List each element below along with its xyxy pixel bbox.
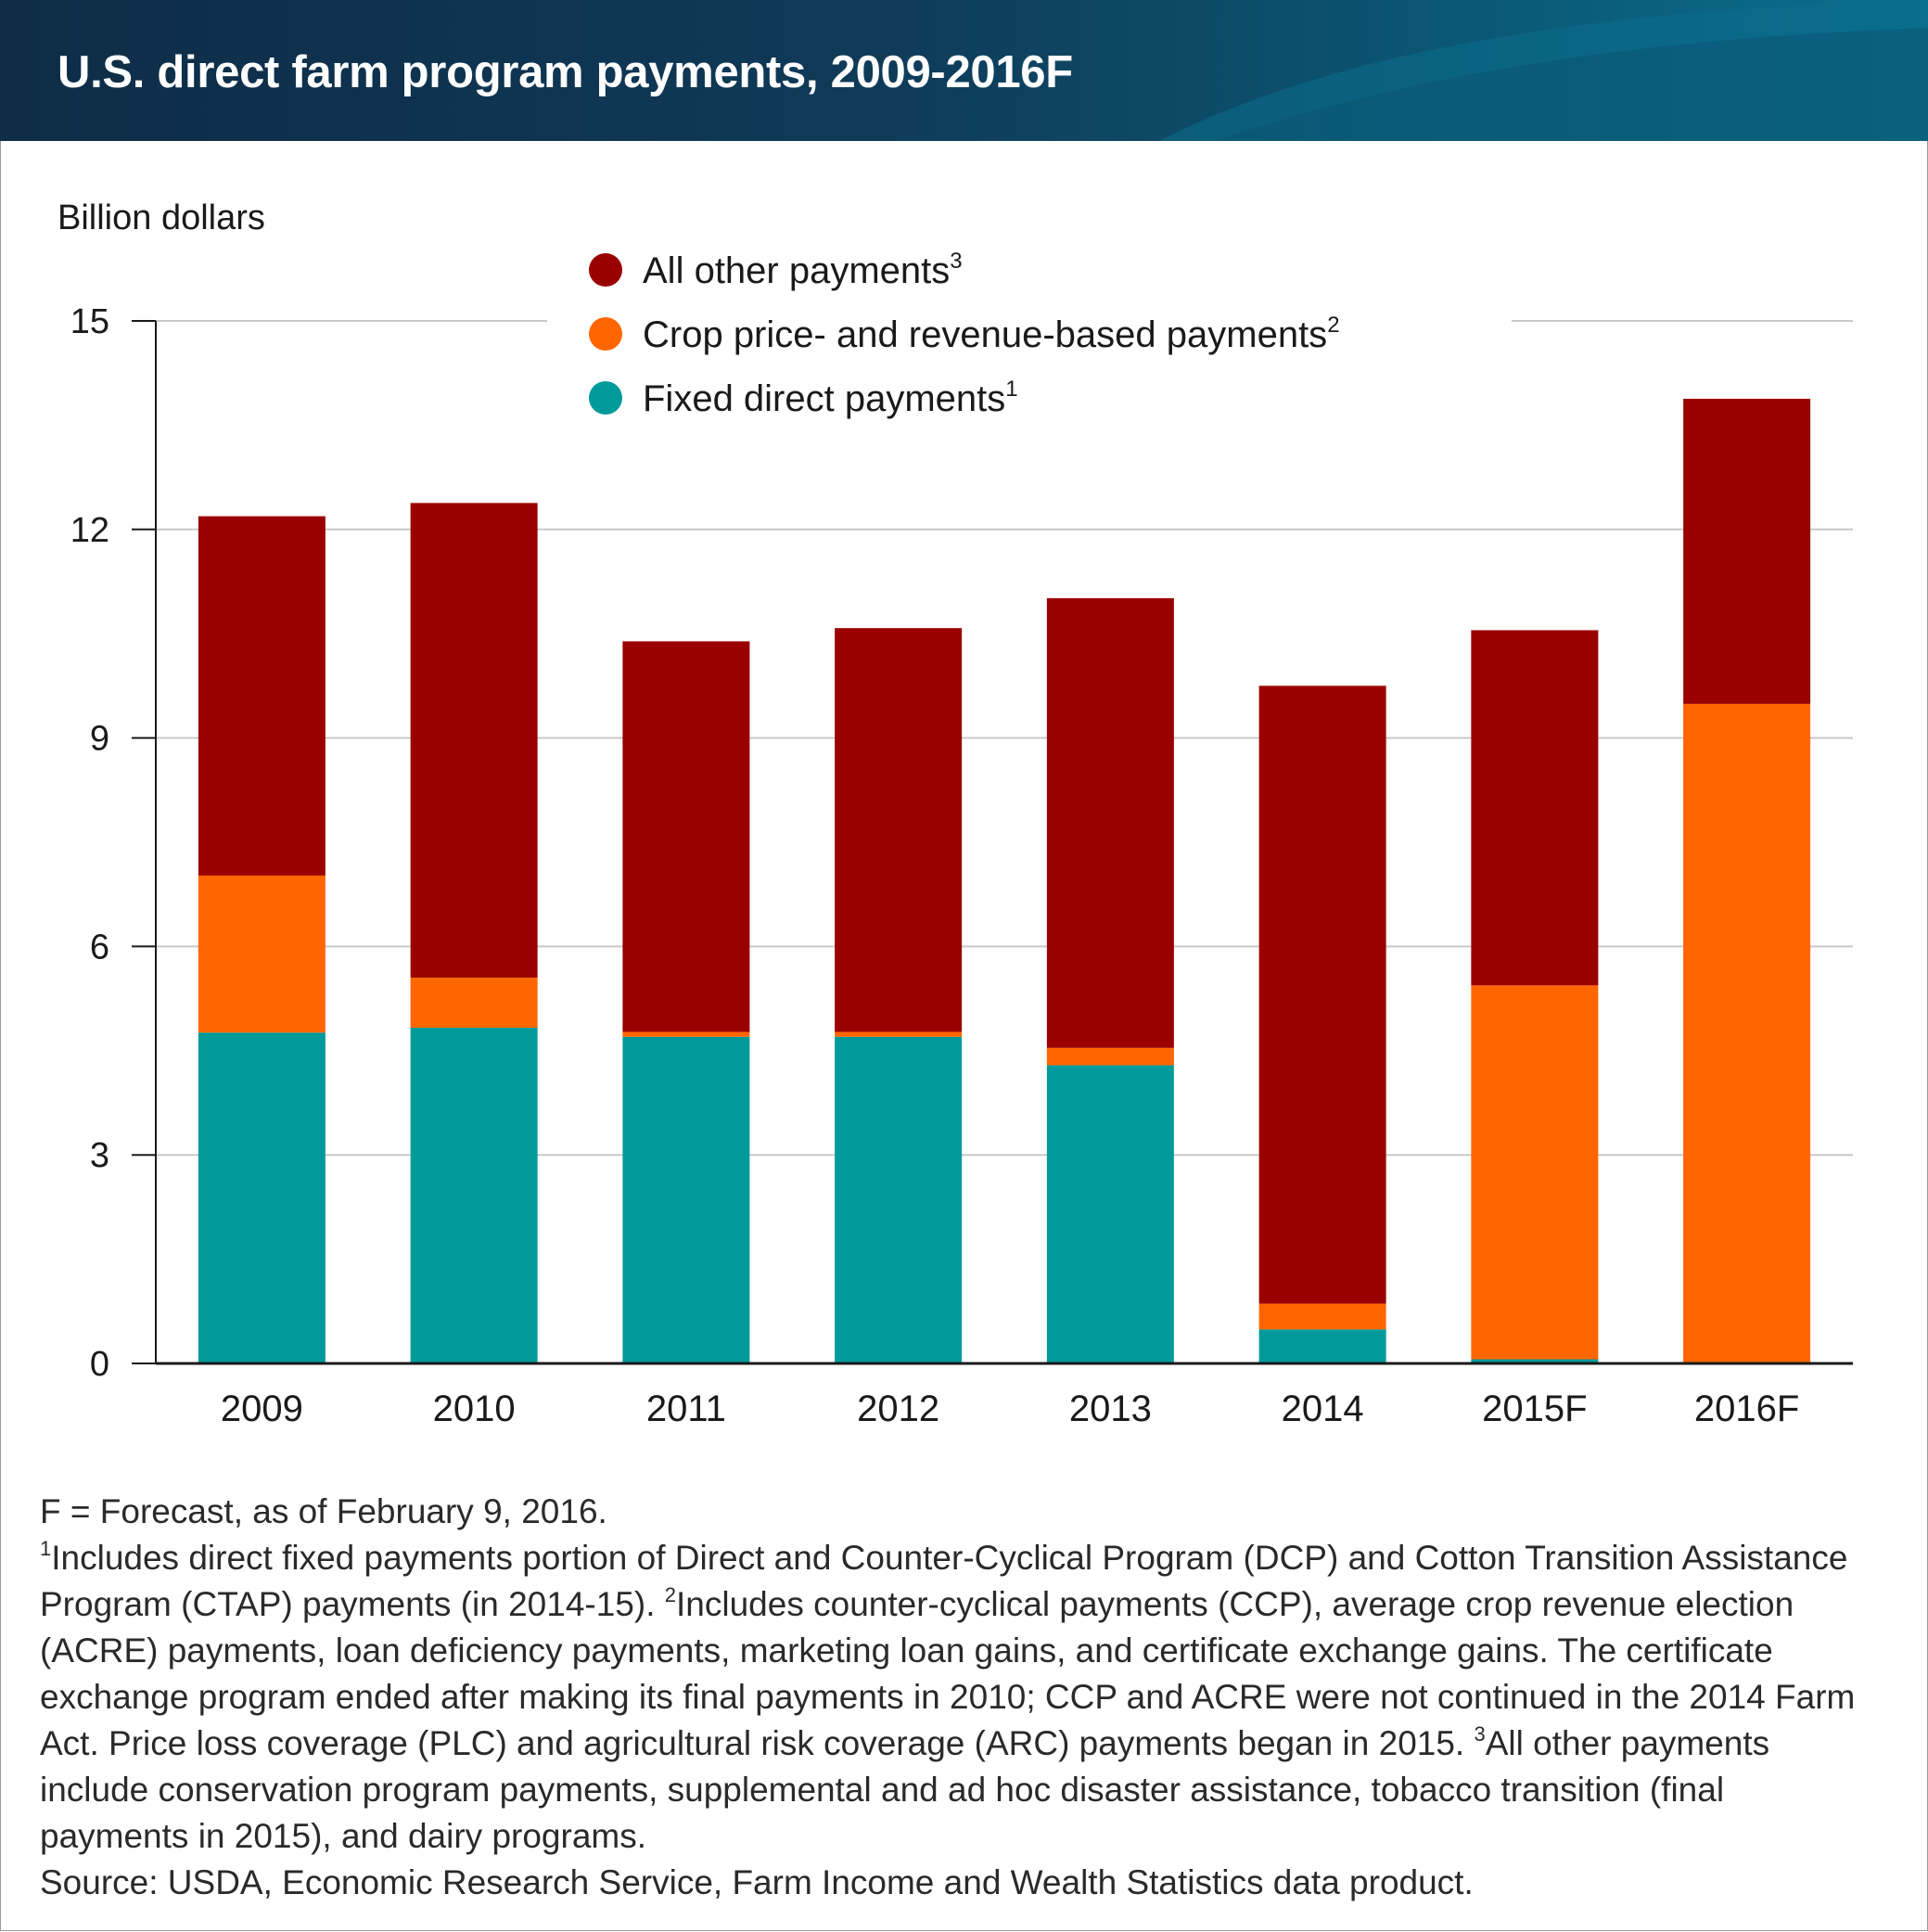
footnote-2: Includes counter-cyclical payments (CCP)… <box>40 1585 1856 1762</box>
y-axis-title: Billion dollars <box>57 198 265 237</box>
x-tick-label: 2011 <box>646 1388 726 1429</box>
forecast-note: F = Forecast, as of February 9, 2016. <box>40 1492 607 1530</box>
chart-header: U.S. direct farm program payments, 2009-… <box>0 0 1928 141</box>
x-tick-label: 2016F <box>1694 1388 1799 1429</box>
footnote-text: 1Includes direct fixed payments portion … <box>40 1535 1876 1860</box>
y-tick-label: 15 <box>70 302 109 341</box>
bar-segment-other-2010 <box>410 503 538 979</box>
legend-label-crop: Crop price- and revenue-based payments2 <box>643 313 1340 355</box>
bar-segment-fixed-2015F <box>1471 1359 1599 1363</box>
x-tick-label: 2015F <box>1482 1388 1587 1429</box>
footnote-1: Includes direct fixed payments portion o… <box>40 1539 1848 1623</box>
y-tick-label: 3 <box>90 1136 109 1175</box>
footnote-marker-2: 2 <box>664 1583 677 1606</box>
bar-segment-crop-2016F <box>1683 703 1811 1363</box>
x-tick-label: 2010 <box>433 1388 516 1429</box>
chart-plot: All other payments3 Crop price- and reven… <box>57 198 1853 1429</box>
legend-swatch-crop <box>589 317 622 351</box>
bar-segment-crop-2010 <box>410 978 538 1029</box>
x-tick-label: 2012 <box>857 1388 939 1429</box>
bars <box>198 398 1811 1363</box>
bar-segment-other-2013 <box>1046 597 1174 1048</box>
legend-label-fixed: Fixed direct payments1 <box>643 377 1018 419</box>
bar-segment-other-2011 <box>622 641 750 1032</box>
bar-segment-crop-2014 <box>1258 1303 1386 1330</box>
footnote-marker-3: 3 <box>1474 1722 1486 1746</box>
bar-segment-fixed-2014 <box>1258 1329 1386 1363</box>
bar-segment-other-2014 <box>1258 685 1386 1304</box>
legend-footnote-marker: 3 <box>950 249 962 274</box>
legend-swatch-other <box>589 253 622 287</box>
bar-segment-fixed-2012 <box>835 1036 963 1363</box>
bar-segment-fixed-2010 <box>410 1028 538 1363</box>
chart-title: U.S. direct farm program payments, 2009-… <box>57 47 1073 97</box>
x-tick-label: 2013 <box>1069 1388 1152 1429</box>
y-tick-label: 12 <box>70 511 109 550</box>
y-tick-label: 6 <box>90 928 109 966</box>
gridlines <box>156 320 1853 1157</box>
y-tick-label: 9 <box>90 720 109 759</box>
bar-segment-crop-2009 <box>198 875 326 1033</box>
bar-segment-other-2012 <box>835 628 963 1032</box>
legend-swatch-fixed <box>589 381 622 415</box>
source-note: Source: USDA, Economic Research Service,… <box>40 1863 1474 1901</box>
bar-segment-crop-2012 <box>835 1031 963 1037</box>
bar-segment-crop-2015F <box>1471 985 1599 1360</box>
legend-footnote-marker: 1 <box>1005 377 1017 402</box>
footnote-3: All other payments include conservation … <box>40 1724 1770 1855</box>
bar-segment-crop-2011 <box>622 1031 750 1037</box>
x-tick-label: 2014 <box>1282 1388 1364 1429</box>
legend-background <box>547 243 1512 438</box>
x-tick-label: 2009 <box>221 1388 303 1429</box>
bar-segment-other-2016F <box>1683 398 1811 704</box>
footnote-marker-1: 1 <box>40 1537 52 1560</box>
bar-segment-fixed-2013 <box>1046 1065 1174 1363</box>
legend-footnote-marker: 2 <box>1327 313 1339 338</box>
bar-segment-other-2009 <box>198 516 326 876</box>
y-tick-label: 0 <box>90 1345 109 1384</box>
bar-segment-crop-2013 <box>1046 1047 1174 1066</box>
legend: All other payments3 Crop price- and reven… <box>547 243 1512 438</box>
bar-segment-fixed-2009 <box>198 1032 326 1363</box>
footnotes: F = Forecast, as of February 9, 2016. 1I… <box>40 1489 1876 1906</box>
bar-segment-fixed-2011 <box>622 1036 750 1363</box>
bar-segment-other-2015F <box>1471 630 1599 986</box>
legend-label-other: All other payments3 <box>643 249 963 291</box>
header-swoosh-decoration <box>1159 0 1928 141</box>
